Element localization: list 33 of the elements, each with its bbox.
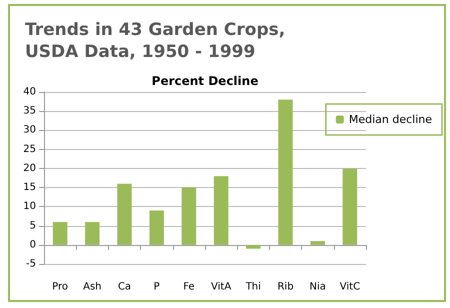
bar [52,222,68,245]
x-tick-label: Rib [277,282,294,292]
chart-title: Trends in 43 Garden Crops, USDA Data, 1950 - 1999 [25,20,286,62]
bar [214,176,228,245]
legend-label: Median decline [348,113,432,126]
y-tick-label: 30 [23,124,36,136]
bar [85,222,100,245]
x-tick-label: P [154,282,160,292]
bar [182,188,196,245]
y-tick-label: 15 [23,182,36,194]
bar [278,100,293,245]
x-tick-label: Pro [52,282,68,292]
y-tick-label: 35 [23,106,36,117]
y-tick-label: -5 [26,258,36,270]
bar [246,244,261,249]
bar [310,241,325,245]
x-tick-label: VitA [211,282,232,292]
x-tick-label: VitC [340,282,360,292]
bar [117,184,132,245]
bar [342,168,358,245]
chart-subtitle: Percent Decline [152,74,258,88]
y-tick-label: 10 [23,201,36,212]
x-tick-label: Ash [83,282,102,292]
x-tick-label: Ca [118,282,132,292]
y-tick-label: 40 [23,86,36,98]
x-tick-label: Fe [183,282,195,292]
y-tick-label: 0 [30,239,36,250]
x-tick-label: Thi [244,282,261,292]
bar [149,210,164,245]
y-tick-label: 5 [30,220,36,232]
x-tick-label: Nia [310,282,326,292]
y-tick-label: 25 [23,144,36,155]
y-tick-label: 20 [23,162,36,174]
